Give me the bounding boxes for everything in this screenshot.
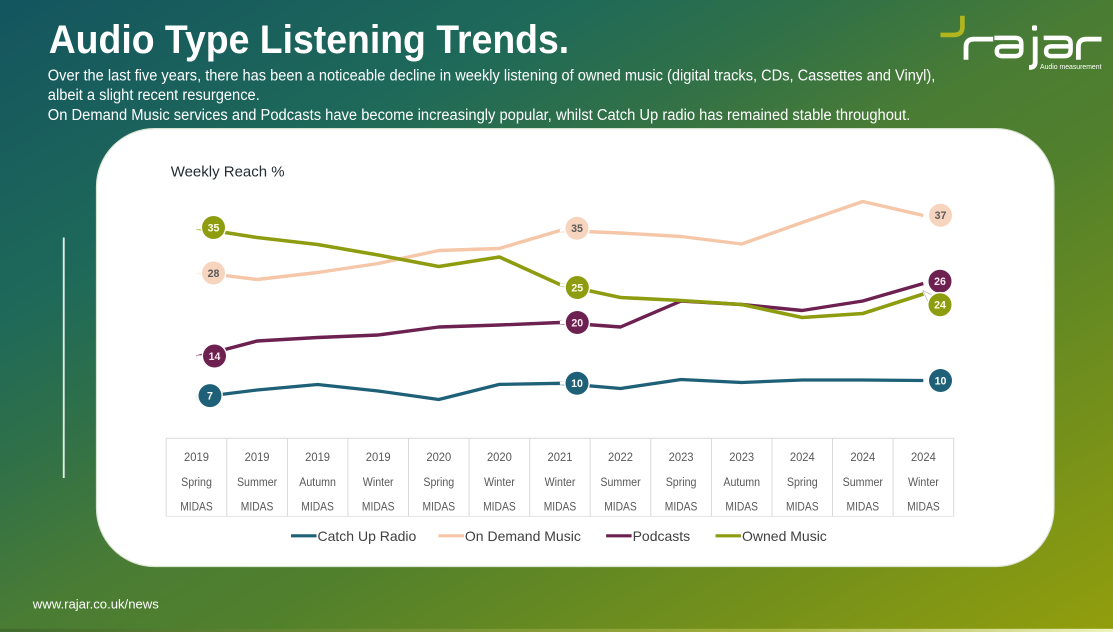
svg-text:7: 7	[207, 391, 213, 403]
svg-text:MIDAS: MIDAS	[301, 500, 334, 513]
svg-text:Spring: Spring	[423, 475, 454, 489]
svg-text:albeit a slight recent resurge: albeit a slight recent resurgence.	[48, 87, 260, 104]
svg-text:Over the last five years, ther: Over the last five years, there has been…	[48, 67, 936, 84]
svg-text:MIDAS: MIDAS	[483, 500, 516, 513]
svg-text:Weekly Reach %: Weekly Reach %	[171, 163, 285, 180]
svg-text:MIDAS: MIDAS	[362, 500, 395, 513]
svg-text:Spring: Spring	[787, 475, 818, 489]
svg-text:MIDAS: MIDAS	[180, 500, 213, 513]
svg-text:Winter: Winter	[363, 475, 394, 489]
svg-text:Audio measurement: Audio measurement	[1040, 64, 1102, 71]
svg-text:Spring: Spring	[181, 475, 212, 489]
svg-text:MIDAS: MIDAS	[725, 500, 758, 513]
svg-text:MIDAS: MIDAS	[907, 500, 940, 513]
svg-text:MIDAS: MIDAS	[847, 500, 880, 513]
svg-text:35: 35	[208, 222, 220, 234]
svg-text:2024: 2024	[790, 450, 815, 464]
svg-text:2020: 2020	[487, 450, 512, 464]
svg-text:Winter: Winter	[545, 475, 576, 489]
svg-text:24: 24	[934, 300, 946, 312]
svg-text:MIDAS: MIDAS	[423, 500, 456, 513]
svg-text:2019: 2019	[366, 450, 391, 464]
svg-text:Podcasts: Podcasts	[633, 528, 691, 544]
svg-text:14: 14	[209, 351, 221, 363]
svg-text:37: 37	[935, 210, 947, 222]
svg-text:MIDAS: MIDAS	[544, 500, 577, 513]
svg-text:Audio Type Listening Trends.: Audio Type Listening Trends.	[49, 18, 570, 62]
svg-text:2019: 2019	[245, 450, 270, 464]
svg-text:2021: 2021	[548, 450, 573, 464]
svg-text:MIDAS: MIDAS	[665, 500, 698, 513]
svg-text:2020: 2020	[426, 450, 451, 464]
svg-text:Winter: Winter	[908, 475, 939, 489]
svg-text:www.rajar.co.uk/news: www.rajar.co.uk/news	[32, 597, 160, 612]
svg-text:2024: 2024	[850, 450, 875, 464]
svg-text:Winter: Winter	[484, 475, 515, 489]
svg-text:2022: 2022	[608, 450, 633, 464]
svg-text:2023: 2023	[669, 450, 694, 464]
svg-text:MIDAS: MIDAS	[241, 500, 274, 513]
svg-text:On Demand Music: On Demand Music	[465, 528, 581, 544]
svg-text:MIDAS: MIDAS	[604, 500, 637, 513]
svg-text:35: 35	[571, 223, 583, 235]
svg-text:25: 25	[571, 282, 583, 294]
svg-text:2019: 2019	[305, 450, 330, 464]
svg-text:Autumn: Autumn	[723, 475, 760, 489]
svg-text:20: 20	[571, 317, 583, 329]
svg-text:26: 26	[934, 276, 946, 288]
svg-text:Catch Up Radio: Catch Up Radio	[318, 528, 417, 544]
svg-text:2019: 2019	[184, 450, 209, 464]
svg-text:Owned Music: Owned Music	[742, 528, 827, 544]
svg-text:MIDAS: MIDAS	[786, 500, 819, 513]
svg-text:10: 10	[571, 378, 583, 390]
svg-text:Spring: Spring	[666, 475, 697, 489]
svg-text:Summer: Summer	[237, 475, 277, 489]
svg-text:Autumn: Autumn	[299, 475, 336, 489]
svg-text:On Demand Music services and P: On Demand Music services and Podcasts ha…	[48, 107, 911, 124]
svg-text:Summer: Summer	[600, 475, 640, 489]
svg-text:10: 10	[935, 375, 947, 387]
svg-text:28: 28	[208, 268, 220, 280]
svg-text:2024: 2024	[911, 450, 936, 464]
svg-text:2023: 2023	[729, 450, 754, 464]
svg-text:Summer: Summer	[843, 475, 883, 489]
